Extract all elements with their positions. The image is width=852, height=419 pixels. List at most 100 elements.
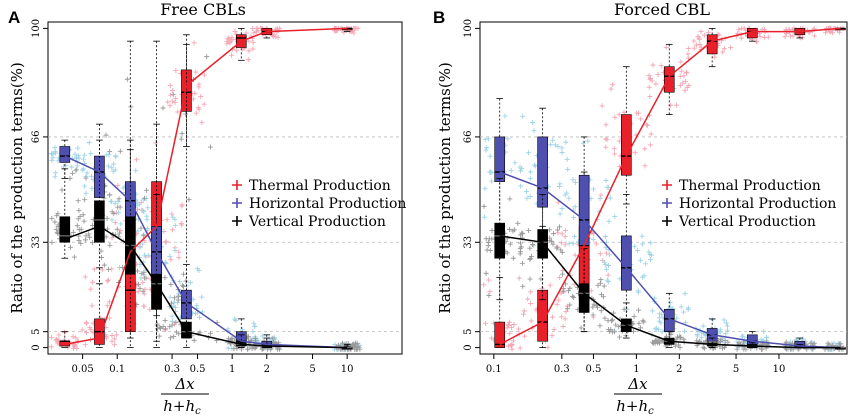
panel-a-thermal-point bbox=[250, 40, 256, 46]
panel-a-legend-label-vertical: Vertical Production bbox=[248, 214, 386, 230]
panel-b-horizontal-point bbox=[482, 137, 488, 143]
panel-a-x-tick-label: 5 bbox=[309, 364, 315, 375]
panel-a-horizontal-point bbox=[251, 320, 257, 326]
panel-a-thermal-point bbox=[88, 286, 94, 292]
panel-b-thermal-point bbox=[550, 314, 556, 320]
panel-b-horizontal-point bbox=[489, 178, 495, 184]
panel-b-thermal-point bbox=[753, 39, 759, 45]
panel-a-thermal-point bbox=[253, 29, 259, 35]
panel-b-horizontal-point bbox=[607, 195, 613, 201]
panel-b-vertical-box bbox=[537, 229, 548, 259]
panel-b-vertical-point bbox=[590, 312, 596, 318]
panel-b-vertical-point bbox=[649, 339, 655, 345]
panel-a-thermal-point bbox=[103, 335, 109, 341]
panel-a-horizontal-point bbox=[144, 213, 150, 219]
panel-b-thermal-point bbox=[506, 319, 512, 325]
panel-b-horizontal-point bbox=[717, 327, 723, 333]
panel-b-thermal-point bbox=[715, 31, 721, 37]
panel-a-thermal-point bbox=[141, 303, 147, 309]
panel-a-vertical-point bbox=[139, 271, 145, 277]
panel-a-thermal-point bbox=[109, 266, 115, 272]
panel-b-vertical-point bbox=[507, 196, 513, 202]
panel-a-vertical-point bbox=[207, 330, 213, 336]
panel-a-horizontal-point bbox=[83, 190, 89, 196]
panel-b-x-label-denominator-base: h+h bbox=[616, 397, 648, 415]
panel-b-lines bbox=[499, 27, 841, 349]
panel-b-vertical-point bbox=[637, 325, 643, 331]
panel-b-vertical-point bbox=[483, 236, 489, 242]
panel-a-vertical-point bbox=[352, 345, 358, 351]
panel-b-legend-label-vertical: Vertical Production bbox=[678, 214, 816, 230]
panel-b-thermal-point bbox=[598, 192, 604, 198]
panel-b-thermal-point bbox=[559, 240, 565, 246]
panel-b-horizontal-point bbox=[606, 218, 612, 224]
panel-b-thermal-point bbox=[686, 82, 692, 88]
panel-a-horizontal-point bbox=[104, 152, 110, 158]
panel-a-thermal-point bbox=[176, 255, 182, 261]
panel-b-thermal-point bbox=[757, 34, 763, 40]
panel-a-vertical-point bbox=[143, 275, 149, 281]
panel-b-thermal-point bbox=[678, 59, 684, 65]
panel-a-vertical-point bbox=[135, 268, 141, 274]
panel-a-horizontal-point bbox=[105, 163, 111, 169]
panel-a-vertical-point bbox=[162, 317, 168, 323]
panel-a-thermal-point bbox=[90, 279, 96, 285]
panel-b-vertical-point bbox=[510, 255, 516, 261]
panel-b-horizontal-point bbox=[563, 139, 569, 145]
panel-a-horizontal-point bbox=[172, 223, 178, 229]
panel-b-vertical-box bbox=[578, 283, 590, 313]
panel-b-thermal-point bbox=[489, 335, 495, 341]
panel-b-thermal-point bbox=[642, 163, 648, 169]
panel-b-horizontal-point bbox=[564, 156, 570, 162]
panel-a-horizontal-point bbox=[133, 168, 139, 174]
panel-b-horizontal-point bbox=[604, 184, 610, 190]
panel-b-thermal-point bbox=[736, 26, 742, 32]
panel-b-thermal-point bbox=[604, 250, 610, 256]
panel-a-vertical-point bbox=[173, 319, 179, 325]
panel-a-horizontal-point bbox=[172, 247, 178, 253]
panel-b-vertical-point bbox=[609, 329, 615, 335]
panel-b-thermal-point bbox=[509, 324, 515, 330]
panel-a-vertical-point bbox=[75, 198, 81, 204]
panel-a-horizontal-point bbox=[112, 167, 118, 173]
panel-a-thermal-point bbox=[254, 25, 260, 31]
panel-a-horizontal-point bbox=[167, 294, 173, 300]
panel-a-horizontal-point bbox=[141, 209, 147, 215]
panel-b-vertical-point bbox=[528, 253, 534, 259]
panel-a-vertical-point bbox=[107, 192, 113, 198]
panel-a-horizontal-point bbox=[88, 151, 94, 157]
panel-a-horizontal-point bbox=[173, 304, 179, 310]
panel-b-thermal-point bbox=[638, 116, 644, 122]
panel-b-thermal-point bbox=[647, 75, 653, 81]
panel-b-vertical-point bbox=[559, 249, 565, 255]
panel-a-horizontal-point bbox=[137, 245, 143, 251]
panel-a-thermal-point bbox=[112, 342, 118, 348]
panel-b-horizontal-point bbox=[531, 162, 537, 168]
panel-a-horizontal-point bbox=[74, 163, 80, 169]
panel-b-horizontal-point bbox=[597, 196, 603, 202]
panel-a-vertical-point bbox=[138, 225, 144, 231]
panel-a-vertical-point bbox=[59, 187, 65, 193]
panel-b-horizontal-point bbox=[642, 261, 648, 267]
panel-a-vertical-point bbox=[106, 266, 112, 272]
panel-a-horizontal-point bbox=[76, 155, 82, 161]
panel-a-thermal-point bbox=[353, 25, 359, 31]
panel-a-horizontal-point bbox=[81, 152, 87, 158]
panel-b-thermal-series-line bbox=[499, 27, 841, 346]
panel-b-y-ticks: 0 5 33 66 100 bbox=[463, 19, 480, 351]
panel-a-x-tick-label: 1 bbox=[229, 364, 235, 375]
panel-b-x-axis-label: Δx h+hc bbox=[614, 375, 662, 417]
panel-b-legend-marker-vertical bbox=[662, 216, 672, 226]
panel-a-thermal-point bbox=[167, 83, 173, 89]
panel-b-horizontal-point bbox=[512, 160, 518, 166]
panel-b-thermal-point bbox=[685, 51, 691, 57]
panel-b-horizontal-point bbox=[635, 288, 641, 294]
panel-b-thermal-point bbox=[698, 29, 704, 35]
panel-b-vertical-point bbox=[515, 220, 521, 226]
panel-a-vertical-point bbox=[229, 335, 235, 341]
panel-b-thermal-point bbox=[603, 122, 609, 128]
panel-b-vertical-point bbox=[598, 308, 604, 314]
panel-b-x-tick-label: 5 bbox=[733, 364, 739, 375]
panel-a-y-axis-label: Ratio of the production terms(%) bbox=[8, 62, 26, 314]
panel-b-vertical-point bbox=[565, 306, 571, 312]
